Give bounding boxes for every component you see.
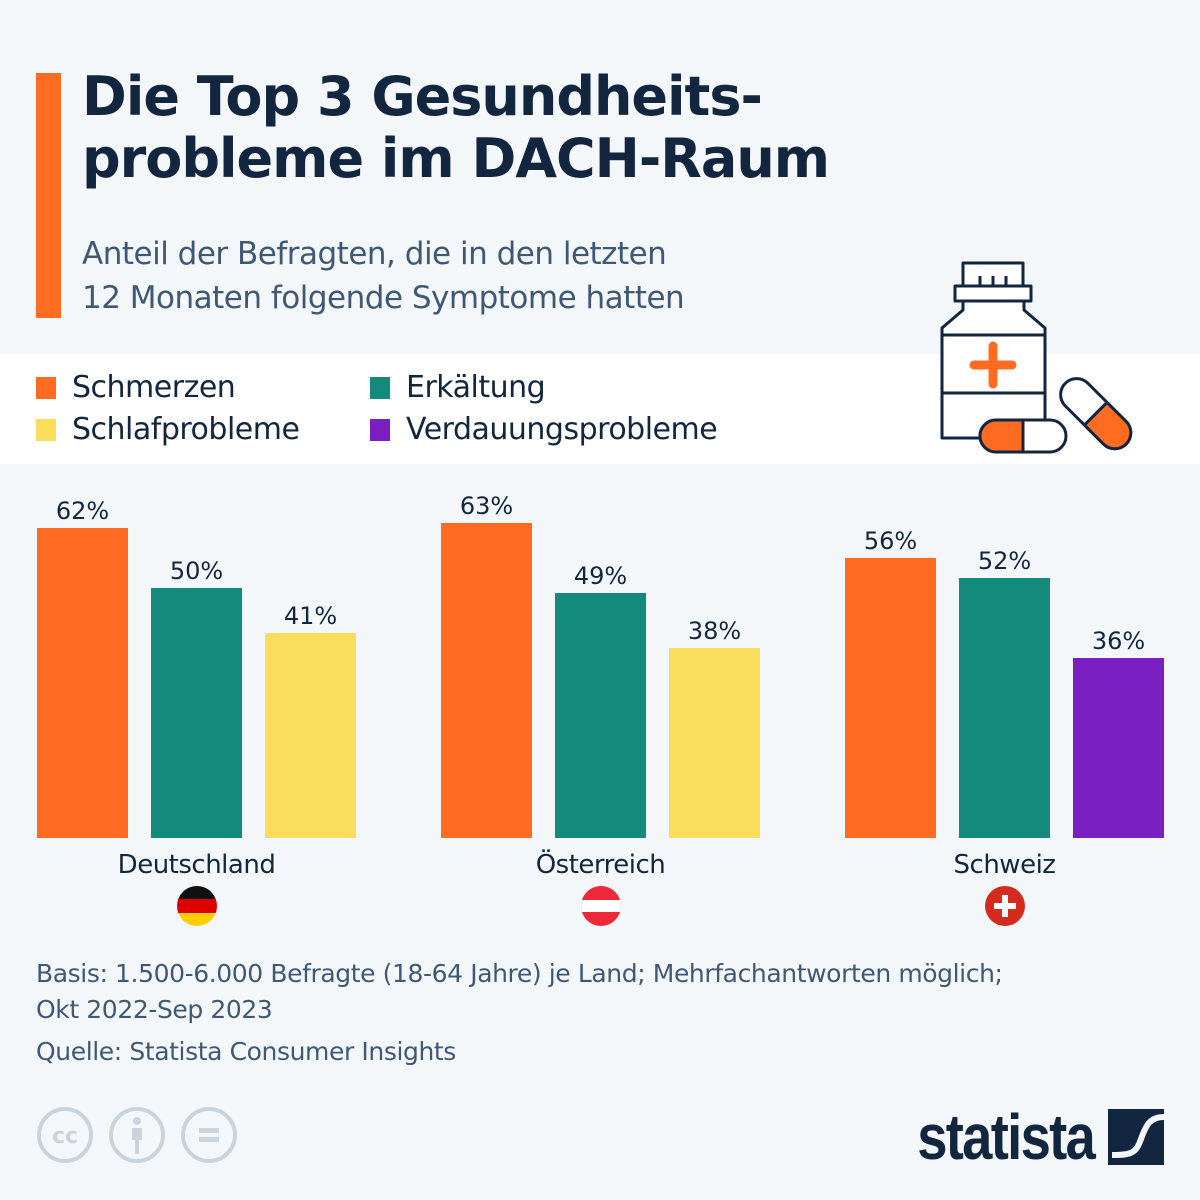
svg-text:cc: cc	[52, 1124, 78, 1149]
country-label: Österreich	[535, 850, 666, 880]
bar-value-label: 41%	[284, 602, 337, 630]
medicine-bottle-pills-icon	[940, 261, 1133, 454]
subtitle-line-1: Anteil der Befragten, die in den letzten	[82, 236, 667, 272]
bar-erkältung	[959, 578, 1050, 838]
legend-swatch	[36, 376, 56, 399]
bar-value-label: 62%	[56, 497, 109, 525]
austria-flag-icon	[580, 886, 621, 926]
bar-value-label: 63%	[460, 492, 513, 520]
germany-flag-icon	[176, 886, 217, 926]
legend-item-erkaeltung: Erkältung	[370, 370, 546, 405]
legend-item-verdauungsprobleme: Verdauungsprobleme	[370, 412, 718, 447]
bar-erkältung	[555, 593, 646, 838]
legend-item-schmerzen: Schmerzen	[36, 370, 236, 405]
chart-title: Die Top 3 Gesundheits- probleme im DACH-…	[82, 66, 982, 190]
legend-label: Verdauungsprobleme	[406, 412, 718, 447]
bar-chart: 62% 50% 41% 63% 49% 38% 56% 52% 36%	[37, 492, 1164, 838]
legend-label: Erkältung	[406, 370, 546, 405]
bar-group-deutschland: 62% 50% 41%	[37, 497, 356, 838]
legend-swatch	[36, 418, 56, 441]
bar-schmerzen	[845, 558, 936, 838]
cc-icon[interactable]: cc	[36, 1106, 94, 1164]
bar-schmerzen	[441, 523, 532, 838]
bar-value-label: 49%	[574, 562, 627, 590]
bar-group-schweiz: 56% 52% 36%	[845, 527, 1164, 838]
footer-basis: Basis: 1.500-6.000 Befragte (18-64 Jahre…	[36, 956, 1003, 1028]
footer-source: Quelle: Statista Consumer Insights	[36, 1037, 456, 1066]
title-accent-bar	[36, 73, 61, 318]
bar-group-österreich: 63% 49% 38%	[441, 492, 760, 838]
legend-label: Schlafprobleme	[72, 412, 300, 447]
subtitle-line-2: 12 Monaten folgende Symptome hatten	[82, 280, 685, 316]
no-derivatives-icon[interactable]	[180, 1106, 238, 1164]
basis-line-1: Basis: 1.500-6.000 Befragte (18-64 Jahre…	[36, 959, 1003, 988]
country-label: Schweiz	[953, 850, 1056, 880]
statista-logo[interactable]: statista	[886, 1100, 1164, 1174]
legend-label: Schmerzen	[72, 370, 236, 405]
bar-value-label: 56%	[864, 527, 917, 555]
country-label: Deutschland	[117, 850, 276, 880]
statista-logo-icon	[1108, 1109, 1164, 1165]
license-icons: cc	[36, 1106, 238, 1164]
bar-schmerzen	[37, 528, 128, 838]
title-line-2: probleme im DACH-Raum	[82, 127, 830, 190]
legend-swatch	[370, 376, 390, 399]
chart-subtitle: Anteil der Befragten, die in den letzten…	[82, 232, 862, 320]
bar-value-label: 50%	[170, 557, 223, 585]
attribution-icon[interactable]	[108, 1106, 166, 1164]
bar-erkältung	[151, 588, 242, 838]
bar-verdauungsprobleme	[1073, 658, 1164, 838]
basis-line-2: Okt 2022-Sep 2023	[36, 995, 273, 1024]
switzerland-flag-icon	[984, 886, 1025, 926]
brand-name: statista	[917, 1101, 1096, 1173]
bar-value-label: 36%	[1092, 627, 1145, 655]
title-line-1: Die Top 3 Gesundheits-	[82, 65, 763, 128]
legend-item-schlafprobleme: Schlafprobleme	[36, 412, 300, 447]
bar-schlafprobleme	[669, 648, 760, 838]
bar-value-label: 38%	[688, 617, 741, 645]
legend-swatch	[370, 418, 390, 441]
bar-value-label: 52%	[978, 547, 1031, 575]
bar-schlafprobleme	[265, 633, 356, 838]
